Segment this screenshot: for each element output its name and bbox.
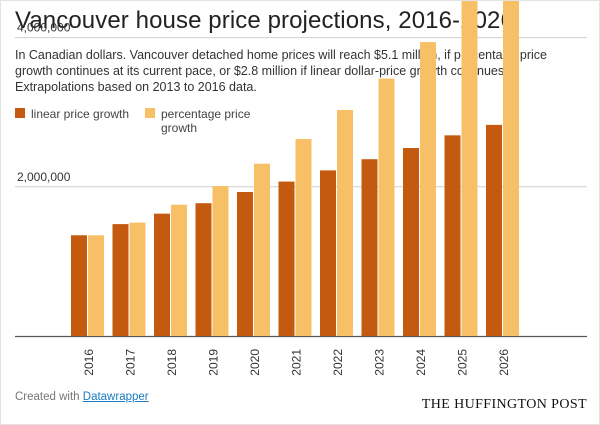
bar-percentage-2026 (503, 1, 519, 336)
chart-subtitle: In Canadian dollars. Vancouver detached … (15, 48, 548, 94)
chart-title: Vancouver house price projections, 2016-… (15, 7, 514, 34)
x-tick-label: 2026 (497, 349, 511, 376)
legend: linear price growth percentage price gro… (15, 107, 315, 137)
x-tick-label: 2019 (207, 349, 221, 376)
legend-swatch-percentage (145, 108, 155, 118)
bar-percentage-2020 (254, 163, 270, 336)
legend-label-percentage: percentage price growth (161, 107, 251, 135)
bar-percentage-2024 (420, 42, 436, 337)
bar-percentage-2023 (378, 78, 395, 336)
legend-label-linear: linear price growth (31, 107, 130, 121)
footer-credit-prefix: Created with (15, 391, 80, 403)
y-tick-label: 2,000,000 (17, 170, 71, 184)
x-tick-label: 2023 (373, 349, 387, 376)
bar-percentage-2016 (88, 235, 104, 336)
bar-linear-2021 (278, 181, 295, 336)
bar-percentage-2017 (129, 222, 146, 336)
footer-credit: Created with Datawrapper (15, 391, 149, 403)
x-tick-label: 2021 (290, 349, 304, 376)
bar-linear-2019 (195, 203, 212, 336)
x-tick-label: 2017 (124, 349, 138, 376)
bar-percentage-2025 (461, 1, 478, 337)
bar-percentage-2022 (337, 109, 353, 336)
bar-percentage-2019 (212, 186, 229, 336)
bar-linear-2016 (71, 235, 87, 336)
bar-linear-2025 (444, 135, 461, 336)
x-tick-label: 2020 (248, 349, 262, 376)
bar-linear-2024 (403, 148, 419, 336)
bar-percentage-2018 (171, 204, 187, 336)
x-tick-label: 2024 (414, 349, 428, 376)
bar-percentage-2021 (295, 139, 312, 336)
bar-linear-2018 (154, 213, 170, 336)
bar-linear-2022 (320, 170, 336, 336)
x-tick-label: 2022 (331, 349, 345, 376)
y-tick-label: 4,000,000 (17, 21, 71, 35)
legend-swatch-linear (15, 108, 25, 118)
bar-linear-2026 (486, 124, 502, 336)
bar-linear-2017 (112, 224, 129, 336)
bar-linear-2020 (237, 192, 253, 336)
x-tick-label: 2025 (456, 349, 470, 376)
x-tick-label: 2016 (82, 349, 96, 376)
x-tick-label: 2018 (165, 349, 179, 376)
publisher-logo: THE HUFFINGTON POST (421, 397, 587, 412)
bar-linear-2023 (361, 159, 378, 336)
datawrapper-link[interactable]: Datawrapper (82, 391, 149, 403)
